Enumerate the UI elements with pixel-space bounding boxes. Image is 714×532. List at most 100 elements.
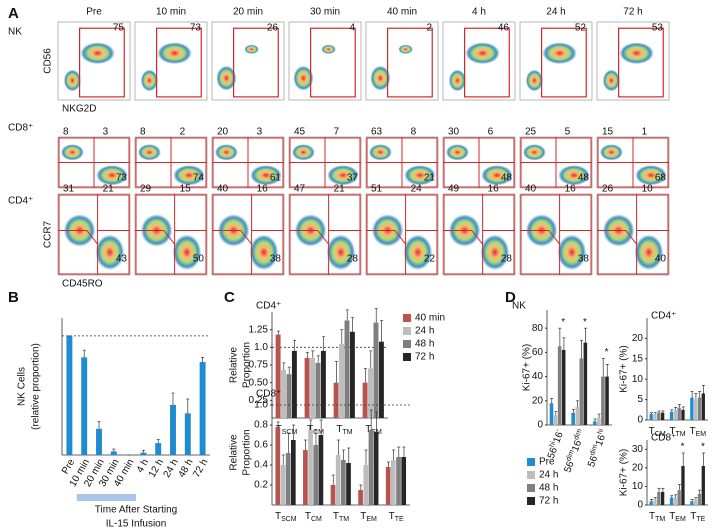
y-tick-label: 60 xyxy=(532,347,544,358)
x-tick-label: TTM xyxy=(336,424,352,436)
bar xyxy=(363,465,369,505)
bar xyxy=(653,413,657,420)
legend-swatch xyxy=(403,340,411,348)
gate-value: 28 xyxy=(501,253,513,264)
gate-value: 75 xyxy=(113,23,125,34)
y-tick-label: 1.25 xyxy=(249,324,269,335)
gate-value: 21 xyxy=(424,172,436,183)
y-axis-label: Proportion xyxy=(242,342,253,388)
bar xyxy=(315,362,321,418)
gate-value: 10 xyxy=(642,184,654,195)
legend-label: 48 h xyxy=(415,339,434,350)
bar xyxy=(557,346,562,425)
gate xyxy=(540,27,587,98)
bar xyxy=(660,492,665,505)
cell-density xyxy=(445,144,469,161)
bar xyxy=(571,412,575,425)
gate-value: 1 xyxy=(642,127,648,138)
bar xyxy=(697,397,702,420)
bar xyxy=(694,399,698,420)
y-tick-label: 20 xyxy=(632,333,644,344)
x-tick-label: TTM xyxy=(669,426,685,438)
gate-value: 29 xyxy=(140,184,152,195)
chart-title: NK xyxy=(512,301,526,312)
bar xyxy=(649,413,653,420)
y-axis-label: Relative xyxy=(229,347,240,384)
bar xyxy=(313,445,319,505)
x-tick-label: TTE xyxy=(389,511,404,523)
y-tick-label: 0.25 xyxy=(249,395,269,406)
bar xyxy=(110,451,117,455)
legend-label: 24 h xyxy=(415,326,434,337)
column-header: 30 min xyxy=(310,7,340,18)
bar xyxy=(697,493,702,505)
column-header: 4 h xyxy=(472,7,486,18)
gate-value: 28 xyxy=(347,253,359,264)
legend-swatch xyxy=(403,327,411,335)
gate xyxy=(310,27,356,98)
legend-label: 72 h xyxy=(415,352,434,363)
cell-density xyxy=(172,234,202,271)
gate-value: 8 xyxy=(140,127,146,138)
y-tick-label: 0 xyxy=(637,500,643,511)
gate xyxy=(520,229,561,275)
gate xyxy=(135,194,207,275)
bar xyxy=(373,322,379,418)
gate-value: 40 xyxy=(525,184,537,195)
axis-label: NKG2D xyxy=(62,104,96,115)
gate xyxy=(597,229,638,275)
cell-density xyxy=(327,165,359,186)
x-tick-label: 56dim16dim xyxy=(561,428,587,474)
cell-density xyxy=(403,234,433,271)
cell-density xyxy=(173,165,205,186)
gate-value: 74 xyxy=(193,172,205,183)
bar xyxy=(378,341,384,418)
bar xyxy=(275,427,281,505)
bar xyxy=(335,455,341,505)
gate xyxy=(597,194,669,275)
y-tick-label: 1.0 xyxy=(254,400,268,411)
bar xyxy=(677,490,681,505)
bar xyxy=(701,466,705,505)
bar xyxy=(320,350,326,418)
gate-value: 25 xyxy=(525,127,537,138)
column-header: 10 min xyxy=(156,7,186,18)
axis-label: CD56 xyxy=(43,48,54,74)
bar xyxy=(339,343,344,418)
bar xyxy=(701,393,705,420)
bar xyxy=(290,440,296,505)
y-tick-label: 0 xyxy=(537,420,543,431)
gate xyxy=(289,229,330,275)
y-tick-label: 40 xyxy=(532,371,544,382)
gate-value: 51 xyxy=(371,184,383,195)
y-tick-label: 10 xyxy=(632,374,644,385)
cell-density xyxy=(244,44,259,54)
gate xyxy=(156,27,202,98)
bar xyxy=(291,350,297,418)
bar xyxy=(304,357,310,418)
cell-density xyxy=(599,144,623,161)
legend-label: Pre xyxy=(539,457,555,468)
bar xyxy=(694,499,698,505)
bar xyxy=(561,349,566,425)
panel-label: A xyxy=(8,5,19,22)
panel-label: B xyxy=(8,289,19,306)
gate-value: 40 xyxy=(217,184,229,195)
y-tick-label: 0.75 xyxy=(249,360,269,371)
x-tick-label: TTM xyxy=(649,511,665,523)
bar xyxy=(605,376,609,425)
significance-marker: * xyxy=(681,442,685,453)
x-tick-label: TTM xyxy=(333,511,349,523)
legend-label: 48 h xyxy=(539,483,558,494)
bar xyxy=(362,382,368,418)
bar xyxy=(155,443,162,455)
bar xyxy=(657,492,661,505)
bar xyxy=(318,435,324,505)
gate-value: 46 xyxy=(498,23,510,34)
significance-marker: * xyxy=(561,317,565,328)
bar xyxy=(170,404,176,455)
cell-density xyxy=(404,165,436,186)
bar xyxy=(673,497,677,505)
bar xyxy=(649,501,653,505)
gate-value: 2 xyxy=(180,127,186,138)
